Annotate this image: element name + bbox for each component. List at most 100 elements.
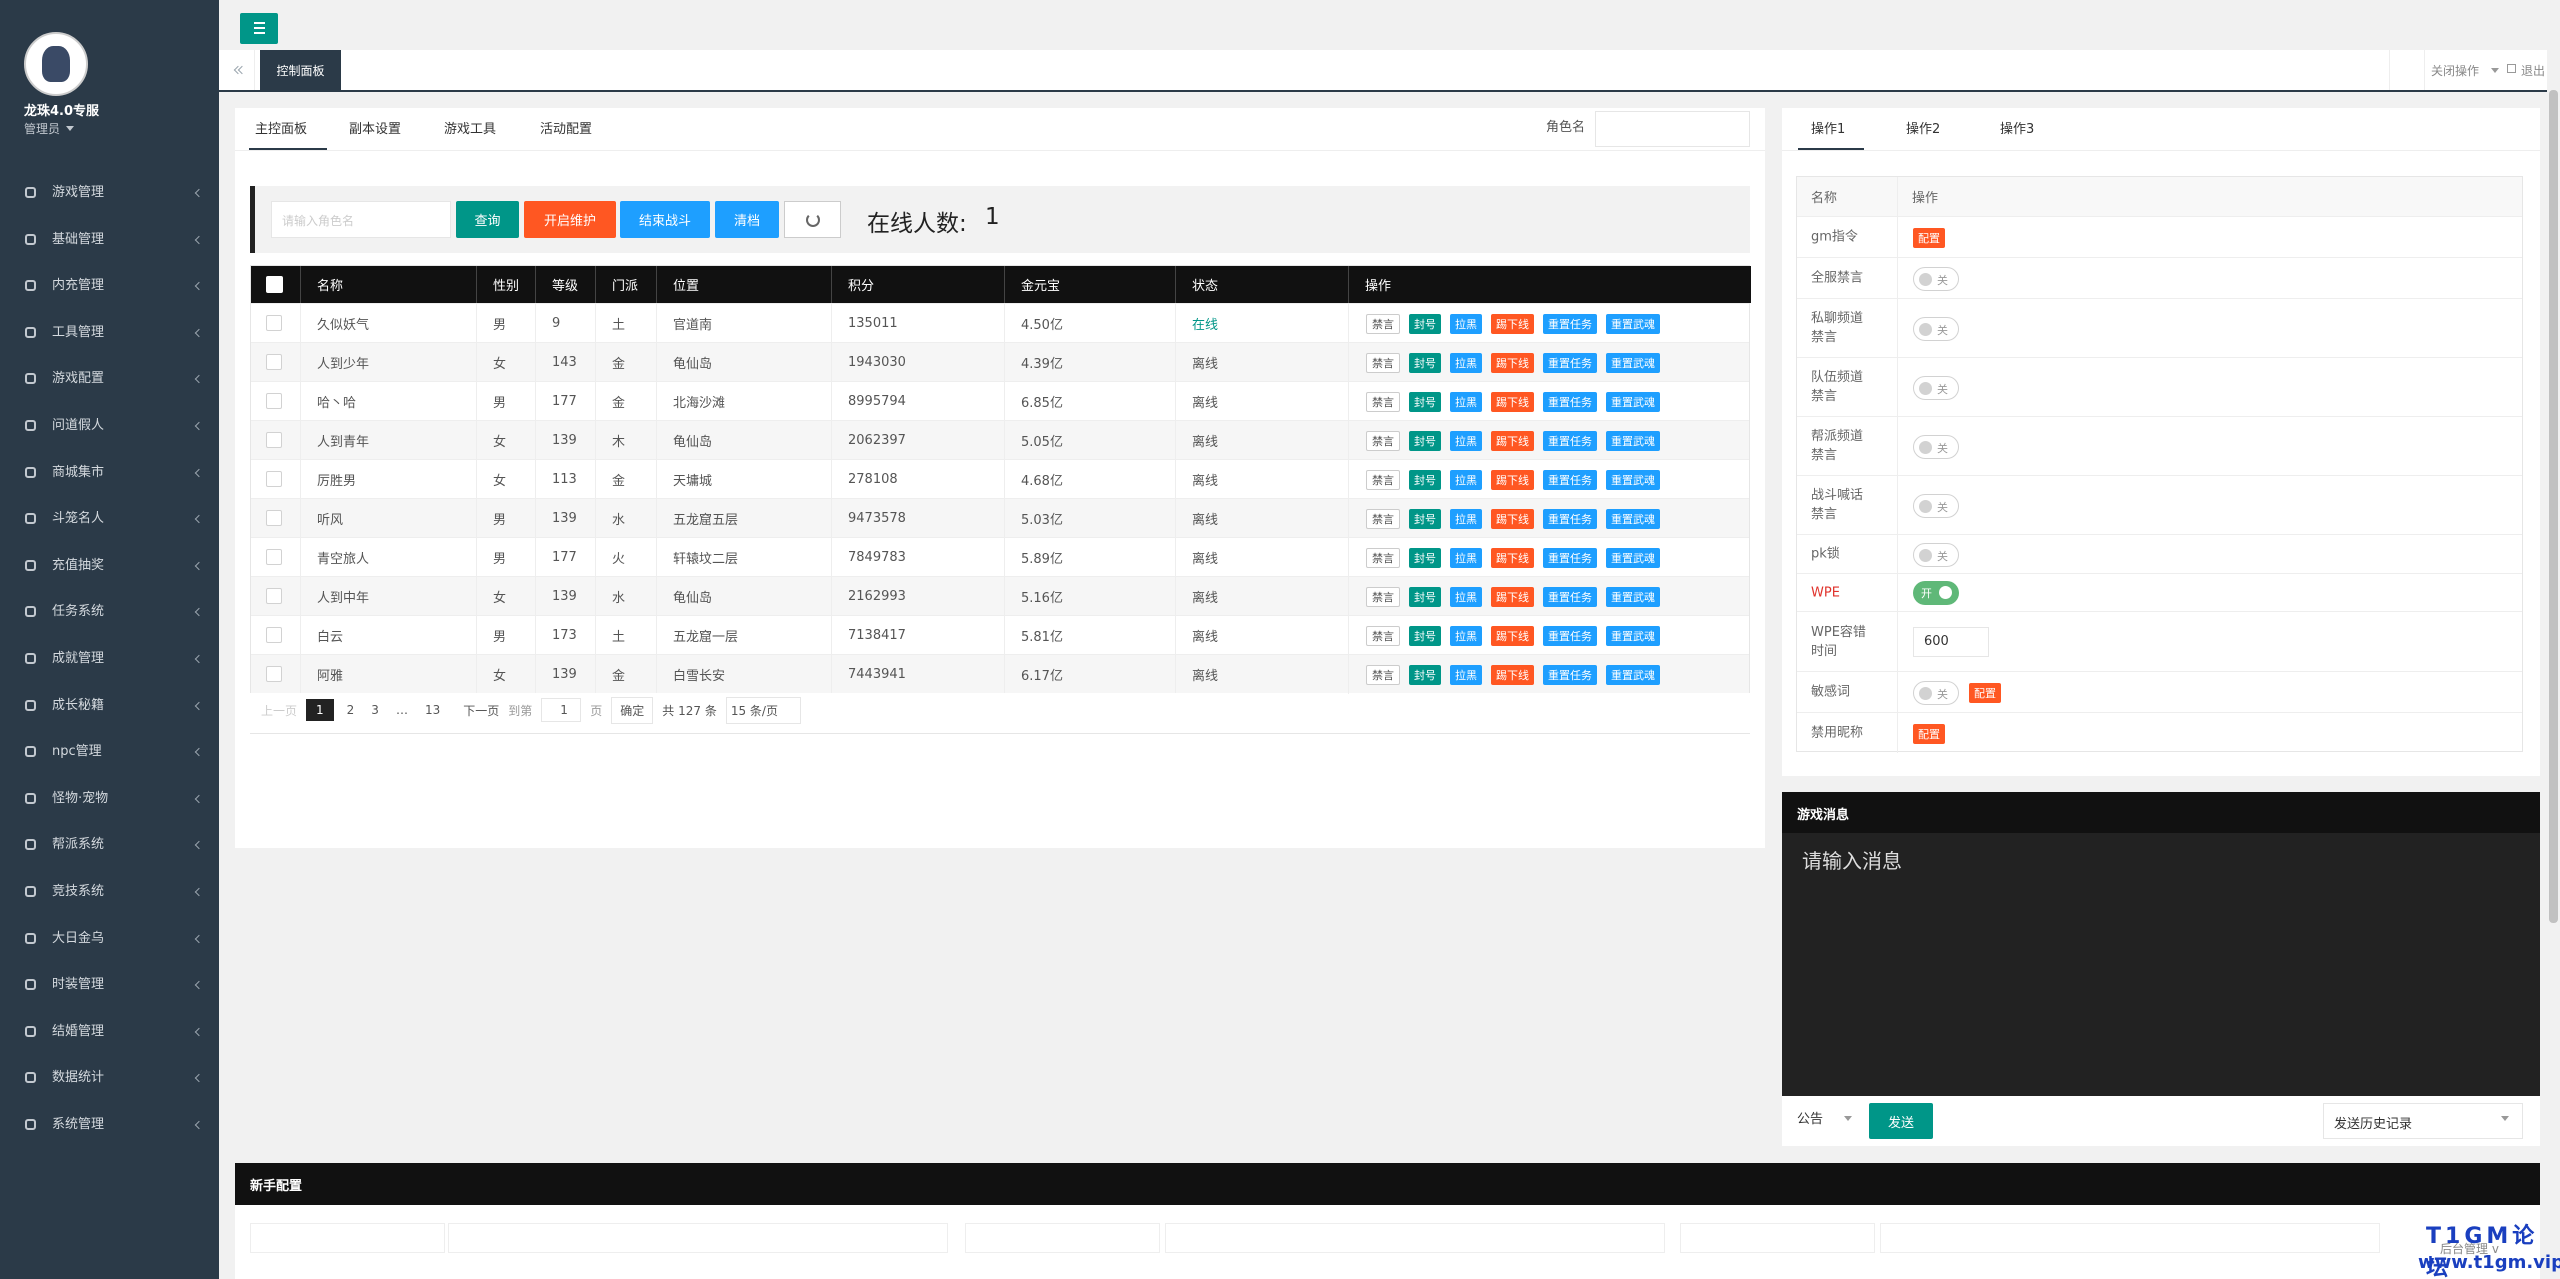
action-button[interactable]: 封号: [1409, 508, 1441, 529]
action-button[interactable]: 拉黑: [1450, 547, 1482, 568]
action-button[interactable]: 封号: [1409, 547, 1441, 568]
action-button[interactable]: 封号: [1409, 391, 1441, 412]
action-button[interactable]: 重置武魂: [1606, 625, 1660, 646]
action-button[interactable]: 踢下线: [1491, 430, 1534, 451]
action-button[interactable]: 踢下线: [1491, 391, 1534, 412]
row-checkbox[interactable]: [266, 666, 282, 682]
action-button[interactable]: 重置武魂: [1606, 352, 1660, 373]
action-button[interactable]: 重置任务: [1543, 352, 1597, 373]
action-button[interactable]: 封号: [1409, 352, 1441, 373]
action-button[interactable]: 踢下线: [1491, 469, 1534, 490]
toggle-switch[interactable]: 关: [1913, 434, 1959, 459]
action-button[interactable]: 封号: [1409, 469, 1441, 490]
page-input[interactable]: 1: [541, 698, 582, 722]
action-button[interactable]: 重置任务: [1543, 469, 1597, 490]
action-button[interactable]: 重置武魂: [1606, 313, 1660, 334]
action-button[interactable]: 拉黑: [1450, 586, 1482, 607]
row-checkbox[interactable]: [266, 354, 282, 370]
config-field[interactable]: [1880, 1223, 2380, 1253]
menu-item[interactable]: 竞技系统: [0, 869, 219, 915]
close-ops[interactable]: 关闭操作: [2431, 64, 2480, 78]
action-button[interactable]: 禁言: [1366, 469, 1400, 490]
confirm-button[interactable]: 确定: [611, 696, 654, 724]
toggle-switch[interactable]: 关: [1913, 316, 1959, 341]
action-button[interactable]: 禁言: [1366, 547, 1400, 568]
action-button[interactable]: 禁言: [1366, 430, 1400, 451]
main-tab[interactable]: 副本设置: [349, 122, 402, 137]
row-checkbox[interactable]: [266, 393, 282, 409]
menu-item[interactable]: 结婚管理: [0, 1009, 219, 1055]
action-button[interactable]: 踢下线: [1491, 313, 1534, 334]
page-number[interactable]: 1: [306, 699, 334, 721]
action-button[interactable]: 拉黑: [1450, 352, 1482, 373]
action-button[interactable]: 禁言: [1366, 625, 1400, 646]
ops-input[interactable]: 600: [1913, 627, 1989, 657]
action-button[interactable]: 重置武魂: [1606, 586, 1660, 607]
main-tab[interactable]: 活动配置: [540, 122, 593, 137]
user-role[interactable]: 管理员: [24, 122, 61, 136]
action-button[interactable]: 拉黑: [1450, 625, 1482, 646]
menu-item[interactable]: 工具管理: [0, 310, 219, 356]
history-select[interactable]: 发送历史记录: [2323, 1103, 2523, 1139]
message-type-select[interactable]: 公告: [1797, 1112, 1824, 1127]
action-button[interactable]: 拉黑: [1450, 508, 1482, 529]
menu-item[interactable]: 内充管理: [0, 263, 219, 309]
page-number[interactable]: 2: [346, 703, 355, 717]
row-checkbox[interactable]: [266, 549, 282, 565]
menu-item[interactable]: 问道假人: [0, 403, 219, 449]
action-button[interactable]: 禁言: [1366, 508, 1400, 529]
action-button[interactable]: 重置任务: [1543, 391, 1597, 412]
menu-item[interactable]: 任务系统: [0, 589, 219, 635]
ops-tab[interactable]: 操作1: [1811, 122, 1846, 137]
search-input[interactable]: 请输入角色名: [271, 201, 451, 238]
toggle-switch[interactable]: 关: [1913, 542, 1959, 567]
page-number[interactable]: 13: [424, 703, 441, 717]
config-button[interactable]: 配置: [1913, 723, 1945, 744]
ops-tab[interactable]: 操作2: [1906, 122, 1941, 137]
action-button[interactable]: 重置任务: [1543, 625, 1597, 646]
search-button[interactable]: 结束战斗: [620, 201, 710, 238]
action-button[interactable]: 禁言: [1366, 352, 1400, 373]
menu-item[interactable]: 基础管理: [0, 217, 219, 263]
row-checkbox[interactable]: [266, 627, 282, 643]
action-button[interactable]: 封号: [1409, 625, 1441, 646]
config-field[interactable]: [965, 1223, 1160, 1253]
search-button[interactable]: 开启维护: [524, 201, 616, 238]
menu-item[interactable]: 时装管理: [0, 962, 219, 1008]
toggle-switch[interactable]: 开: [1913, 581, 1959, 605]
select-all-checkbox[interactable]: [266, 276, 283, 293]
action-button[interactable]: 重置武魂: [1606, 508, 1660, 529]
config-button[interactable]: 配置: [1913, 227, 1945, 248]
menu-item[interactable]: 游戏管理: [0, 170, 219, 216]
action-button[interactable]: 禁言: [1366, 586, 1400, 607]
action-button[interactable]: 重置武魂: [1606, 391, 1660, 412]
row-checkbox[interactable]: [266, 471, 282, 487]
menu-item[interactable]: 商城集市: [0, 450, 219, 496]
action-button[interactable]: 重置任务: [1543, 430, 1597, 451]
toggle-switch[interactable]: 关: [1913, 493, 1959, 518]
row-checkbox[interactable]: [266, 315, 282, 331]
menu-toggle[interactable]: [240, 13, 278, 44]
row-checkbox[interactable]: [266, 510, 282, 526]
menu-item[interactable]: 游戏配置: [0, 356, 219, 402]
tab-scroll-left[interactable]: [219, 50, 255, 90]
menu-item[interactable]: 系统管理: [0, 1102, 219, 1148]
toggle-switch[interactable]: 关: [1913, 266, 1959, 291]
send-button[interactable]: 发送: [1869, 1103, 1933, 1139]
action-button[interactable]: 禁言: [1366, 391, 1400, 412]
menu-item[interactable]: 大日金乌: [0, 916, 219, 962]
action-button[interactable]: 封号: [1409, 313, 1441, 334]
action-button[interactable]: 禁言: [1366, 313, 1400, 334]
action-button[interactable]: 踢下线: [1491, 625, 1534, 646]
main-tab[interactable]: 游戏工具: [444, 122, 497, 137]
role-name-input[interactable]: [1595, 111, 1750, 147]
next-page[interactable]: 下一页: [463, 703, 500, 718]
action-button[interactable]: 踢下线: [1491, 352, 1534, 373]
message-input[interactable]: 请输入消息: [1782, 833, 2540, 1096]
action-button[interactable]: 重置任务: [1543, 664, 1597, 685]
action-button[interactable]: 拉黑: [1450, 391, 1482, 412]
menu-item[interactable]: 怪物·宠物: [0, 776, 219, 822]
search-button[interactable]: 查询: [456, 201, 519, 238]
action-button[interactable]: 踢下线: [1491, 586, 1534, 607]
action-button[interactable]: 禁言: [1366, 664, 1400, 685]
